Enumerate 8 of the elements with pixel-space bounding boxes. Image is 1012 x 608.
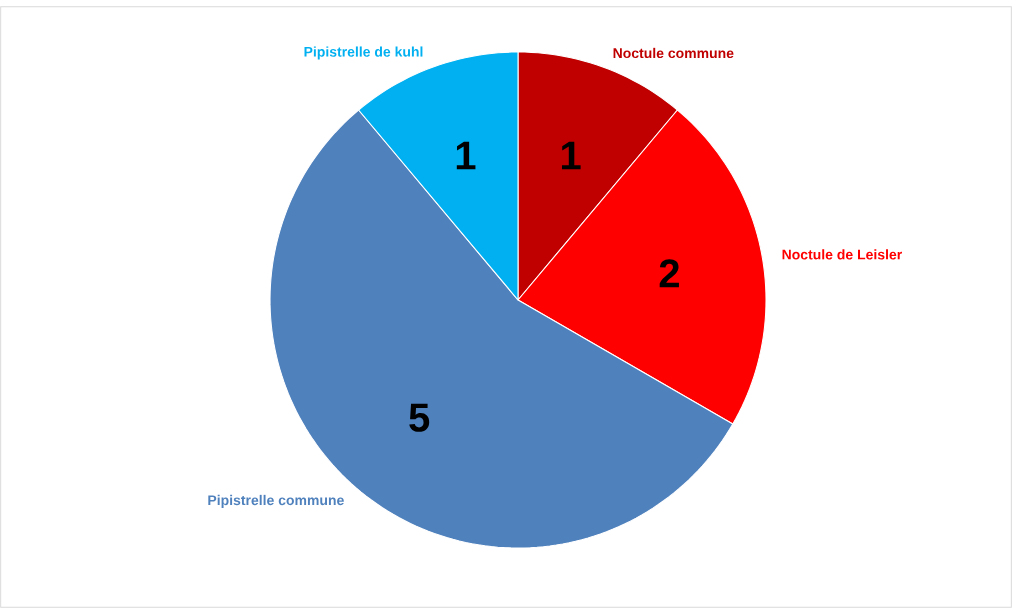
data-label: 2 (659, 259, 679, 288)
slice-label: Noctule commune (613, 47, 734, 59)
slice-label: Noctule de Leisler (782, 249, 902, 260)
data-label: 1 (456, 141, 476, 170)
slice-label: Pipistrelle commune (208, 494, 344, 508)
data-label: 1 (561, 141, 581, 170)
data-label: 5 (409, 403, 430, 432)
slice-label: Pipistrelle de kuhl (304, 46, 423, 60)
